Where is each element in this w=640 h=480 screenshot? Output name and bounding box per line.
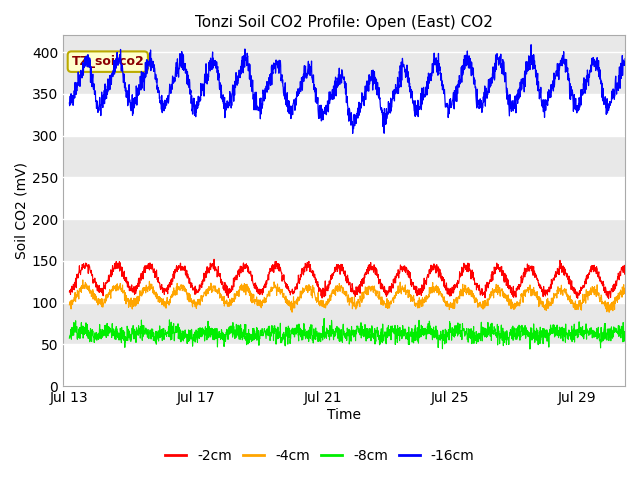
Bar	[63, 94, 625, 135]
Bar	[63, 177, 625, 219]
Bar	[63, 52, 625, 94]
Bar	[63, 302, 625, 344]
Legend: -2cm, -4cm, -8cm, -16cm: -2cm, -4cm, -8cm, -16cm	[160, 443, 480, 468]
Bar	[63, 219, 625, 261]
X-axis label: Time: Time	[327, 408, 361, 422]
Title: Tonzi Soil CO2 Profile: Open (East) CO2: Tonzi Soil CO2 Profile: Open (East) CO2	[195, 15, 493, 30]
Text: TZ_soilco2: TZ_soilco2	[72, 55, 144, 68]
Bar	[63, 344, 625, 386]
Y-axis label: Soil CO2 (mV): Soil CO2 (mV)	[15, 162, 29, 259]
Bar	[63, 261, 625, 302]
Bar	[63, 135, 625, 177]
